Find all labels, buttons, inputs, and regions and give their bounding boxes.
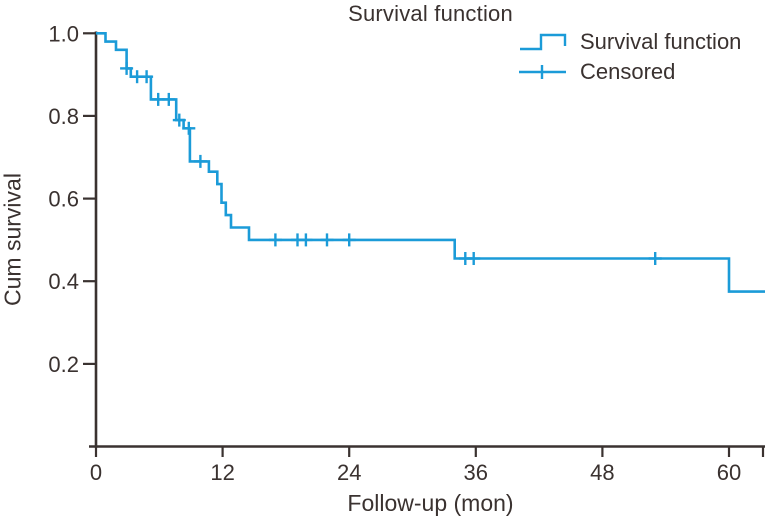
chart-title: Survival function — [348, 1, 513, 26]
y-tick-label: 0.4 — [48, 269, 79, 294]
x-tick-label: 48 — [590, 460, 614, 485]
legend-item-survival-function: Survival function — [519, 29, 741, 55]
x-tick-label: 24 — [337, 460, 361, 485]
legend: Survival function Censored — [519, 29, 741, 85]
x-tick-label: 60 — [717, 460, 741, 485]
legend-item-censored: Censored — [519, 59, 741, 85]
y-tick-label: 0.6 — [48, 187, 79, 212]
x-tick-label: 12 — [210, 460, 234, 485]
y-axis-title: Cum survival — [0, 173, 26, 306]
y-tick-label: 1.0 — [48, 21, 79, 46]
plus-tick-icon — [519, 62, 567, 82]
y-tick-label: 0.8 — [48, 104, 79, 129]
step-line-icon — [519, 32, 567, 52]
x-tick-label: 0 — [90, 460, 102, 485]
y-tick-label: 0.2 — [48, 352, 79, 377]
legend-label: Survival function — [580, 29, 742, 54]
x-tick-label: 36 — [464, 460, 488, 485]
legend-label: Censored — [580, 59, 676, 84]
x-axis-title: Follow-up (mon) — [347, 490, 514, 516]
